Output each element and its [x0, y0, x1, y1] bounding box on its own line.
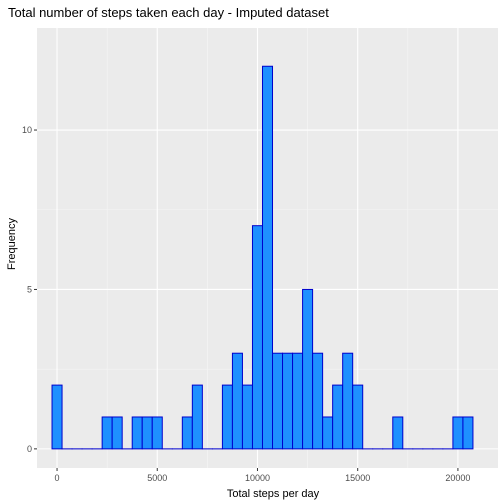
histogram-bar	[151, 416, 163, 450]
x-axis-ticks: 0 5000 10000 15000 20000	[55, 468, 470, 483]
histogram-bar	[251, 225, 263, 450]
chart-title: Total number of steps taken each day - I…	[8, 5, 329, 20]
histogram-bar	[51, 384, 63, 450]
x-tick-label: 15000	[345, 473, 370, 483]
x-tick-label: 5000	[147, 473, 167, 483]
histogram-bar	[352, 384, 364, 450]
y-tick-label: 0	[27, 444, 32, 454]
histogram-bar	[462, 416, 474, 450]
x-axis-title: Total steps per day	[227, 488, 320, 500]
histogram-bars	[51, 65, 474, 450]
x-tick-label: 10000	[245, 473, 270, 483]
histogram-bar	[322, 416, 334, 450]
histogram-bar	[452, 416, 464, 450]
histogram-bar	[312, 352, 324, 450]
y-tick-label: 10	[22, 125, 32, 135]
histogram-bar	[141, 416, 153, 450]
y-tick-label: 5	[27, 284, 32, 294]
histogram-bar	[292, 352, 304, 450]
x-tick-label: 0	[55, 473, 60, 483]
y-axis-title: Frequency	[6, 218, 18, 270]
histogram-bar	[191, 384, 203, 450]
histogram-bar	[261, 65, 274, 450]
histogram-bar	[272, 352, 284, 450]
histogram-bar	[221, 384, 233, 450]
histogram-bar	[392, 416, 404, 450]
histogram-bar	[241, 384, 253, 450]
y-axis-ticks: 0 5 10	[22, 125, 37, 454]
histogram-bar	[101, 416, 113, 450]
histogram-bar	[302, 288, 314, 450]
histogram-bar	[111, 416, 123, 450]
histogram-bar	[131, 416, 143, 450]
histogram-bar	[282, 352, 294, 450]
x-tick-label: 20000	[445, 473, 470, 483]
histogram-bar	[332, 384, 344, 450]
histogram-bar	[181, 416, 193, 450]
histogram-bar	[342, 352, 354, 450]
histogram-bar	[231, 352, 243, 450]
